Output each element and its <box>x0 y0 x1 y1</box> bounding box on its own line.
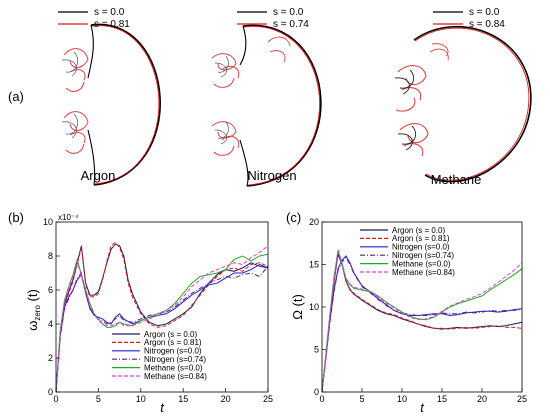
chart-b-ylabel-tail: (t) <box>25 289 40 305</box>
chart-c-xtick-label: 25 <box>517 394 527 404</box>
chart-b-ytick-label: 0 <box>48 387 53 397</box>
chart-b-series-line <box>55 241 269 393</box>
chart-b-series-line <box>55 263 269 393</box>
panel-name-methane: Methane <box>431 172 482 187</box>
chart-c-legend-label: Argon (s = 0.81) <box>392 234 450 243</box>
chart-b-ytick-label: 8 <box>48 251 53 261</box>
chart-c-legend-label: Nitrogen (s=0.74) <box>392 251 454 260</box>
chart-c-series-line <box>321 249 523 393</box>
chart-c-ytick-label: 15 <box>309 260 319 270</box>
chart-c-xtick-label: 5 <box>359 394 364 404</box>
nitrogen-flow-field <box>211 24 322 187</box>
legend-text-methane-1: s = 0.84 <box>469 19 505 30</box>
panel-b-label: (b) <box>8 210 24 225</box>
chart-c-ytick-label: 0 <box>314 387 319 397</box>
panel-a-legends: s = 0.0 s = 0.81 s = 0.0 s = 0.74 s = 0.… <box>58 7 505 187</box>
chart-b-ytick-label: 6 <box>48 285 53 295</box>
chart-b-legend-label: Methane (s=0.0) <box>144 363 203 372</box>
chart-c-legend-label: Methane (s=0.0) <box>392 259 451 268</box>
chart-b-ytick-label: 4 <box>48 319 53 329</box>
chart-c-xtick-label: 20 <box>477 394 487 404</box>
chart-c-legend-label: Methane (s=0.84) <box>392 268 455 277</box>
chart-c-ylabel: Ω (t) <box>290 294 305 320</box>
chart-b-legend: Argon (s = 0.0)Argon (s = 0.81)Nitrogen … <box>112 330 207 381</box>
chart-b-xlabel: t <box>160 400 165 415</box>
chart-b-xtick-label: 25 <box>263 394 273 404</box>
chart-b-xtick-label: 10 <box>136 394 146 404</box>
chart-b-series-line <box>55 265 269 393</box>
panel-name-nitrogen: Nitrogen <box>247 168 296 183</box>
argon-flow-field <box>61 23 161 186</box>
chart-b-legend-label: Argon (s = 0.0) <box>144 330 197 339</box>
chart-b-exponent: x10⁻⁴ <box>58 213 79 222</box>
chart-b-legend-label: Argon (s = 0.81) <box>144 338 202 347</box>
legend-text-nitrogen-1: s = 0.74 <box>273 19 309 30</box>
chart-c-legend: Argon (s = 0.0)Argon (s = 0.81)Nitrogen … <box>360 226 455 277</box>
chart-b-ytick-label: 10 <box>43 217 53 227</box>
chart-c-xtick-label: 15 <box>437 394 447 404</box>
chart-c-xtick-label: 10 <box>397 394 407 404</box>
legend-text-argon-0: s = 0.0 <box>94 7 125 18</box>
panel-c-label: (c) <box>286 210 301 225</box>
chart-b-ylabel-sub: zero <box>33 305 42 321</box>
chart-b-legend-label: Nitrogen (s=0.74) <box>144 355 206 364</box>
panel-name-argon: Argon <box>81 168 116 183</box>
chart-b-ylabel-symbol: ω <box>25 321 40 331</box>
legend-text-methane-0: s = 0.0 <box>469 7 500 18</box>
chart-b-xtick-label: 20 <box>221 394 231 404</box>
chart-b-series-line <box>55 243 269 393</box>
chart-c-legend-label: Argon (s = 0.0) <box>392 226 445 235</box>
chart-b-legend-label: Methane (s=0.84) <box>144 372 207 381</box>
panel-a-label: (a) <box>8 89 24 104</box>
chart-c-legend-label: Nitrogen (s=0.0) <box>392 243 450 252</box>
chart-c-ytick-label: 20 <box>309 217 319 227</box>
chart-c-ytick-label: 10 <box>309 302 319 312</box>
chart-b-series-line <box>55 245 269 393</box>
circulation-chart: (c) 0 5 10 15 20 25 0 5 10 15 20 t Ω (t) Argon (s … <box>286 210 527 415</box>
chart-c-xtick-label: 0 <box>319 394 324 404</box>
methane-flow-field <box>394 25 532 183</box>
chart-b-xtick-label: 15 <box>178 394 188 404</box>
chart-b-ylabel: ωzero (t) <box>25 289 42 331</box>
chart-b-xtick-label: 5 <box>96 394 101 404</box>
chart-c-ytick-label: 5 <box>314 345 319 355</box>
legend-text-nitrogen-0: s = 0.0 <box>273 7 304 18</box>
chart-c-xlabel: t <box>420 400 425 415</box>
legend-text-argon-1: s = 0.81 <box>94 19 130 30</box>
chart-b-xtick-label: 0 <box>53 394 58 404</box>
chart-b-ytick-label: 2 <box>48 353 53 363</box>
chart-b-legend-label: Nitrogen (s=0.0) <box>144 347 202 356</box>
chart-b-frame <box>55 221 269 393</box>
